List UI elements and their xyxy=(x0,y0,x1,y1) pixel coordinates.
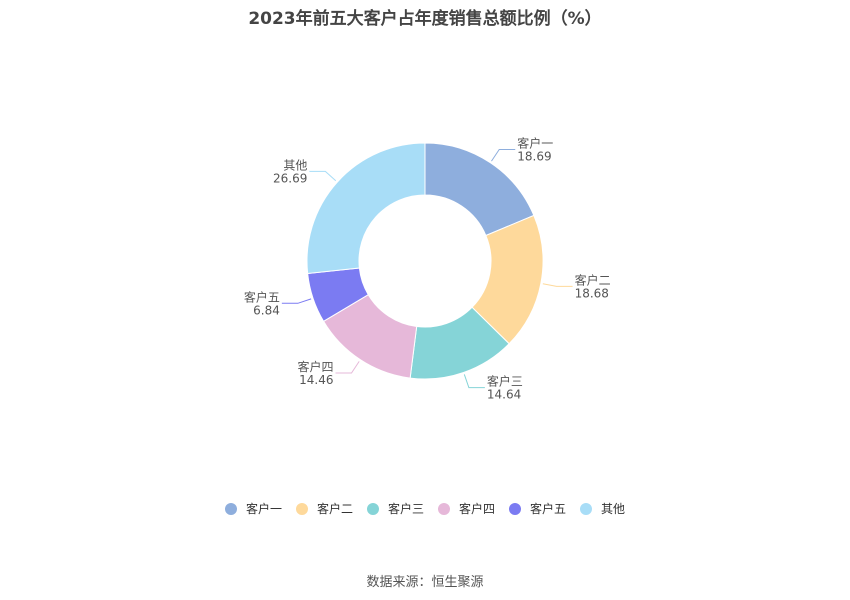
legend-item[interactable]: 客户五 xyxy=(507,500,568,517)
legend-item[interactable]: 客户二 xyxy=(294,500,355,517)
legend-color-swatch xyxy=(438,502,450,515)
slice-value-label: 14.64 xyxy=(487,388,521,402)
pie-slices xyxy=(306,142,544,380)
slice-category-label: 客户四 xyxy=(297,359,333,374)
data-source: 数据来源：恒生聚源 xyxy=(366,575,484,590)
slice-value-label: 18.68 xyxy=(575,286,609,300)
legend-label: 客户五 xyxy=(530,502,567,516)
legend-color-swatch xyxy=(366,502,379,515)
label-leader-line xyxy=(281,298,312,304)
pie-slice[interactable] xyxy=(306,142,426,275)
legend-color-swatch xyxy=(580,502,593,515)
label-leader-line xyxy=(309,170,337,182)
legend-color-swatch xyxy=(509,502,522,515)
slice-category-label: 其他 xyxy=(283,158,307,172)
legend: 客户一 客户二 客户三 客户四 客户五 其他 xyxy=(0,500,850,517)
slice-category-label: 客户五 xyxy=(244,289,280,304)
legend-item[interactable]: 客户三 xyxy=(365,500,426,517)
legend-item[interactable]: 客户一 xyxy=(223,500,284,517)
slice-value-label: 18.69 xyxy=(517,149,551,163)
chart-title: 2023年前五大客户占年度销售总额比例（%） xyxy=(248,9,602,29)
legend-label: 客户三 xyxy=(387,502,424,516)
legend-label: 其他 xyxy=(601,502,626,516)
slice-category-label: 客户三 xyxy=(487,374,523,389)
label-leader-line xyxy=(335,361,360,374)
legend-label: 客户二 xyxy=(316,502,353,516)
legend-color-swatch xyxy=(295,502,308,515)
slice-value-label: 14.46 xyxy=(299,373,333,387)
legend-label: 客户一 xyxy=(245,502,282,516)
label-leader-line xyxy=(542,283,573,287)
label-leader-line xyxy=(463,374,485,389)
label-leader-line xyxy=(491,148,516,162)
slice-category-label: 客户二 xyxy=(575,272,611,287)
slice-category-label: 客户一 xyxy=(517,135,553,150)
legend-label: 客户四 xyxy=(459,502,496,516)
slice-value-label: 6.84 xyxy=(253,303,280,317)
legend-color-swatch xyxy=(224,502,237,515)
legend-item[interactable]: 其他 xyxy=(578,500,627,517)
legend-item[interactable]: 客户四 xyxy=(436,500,497,517)
slice-value-label: 26.69 xyxy=(273,171,307,185)
